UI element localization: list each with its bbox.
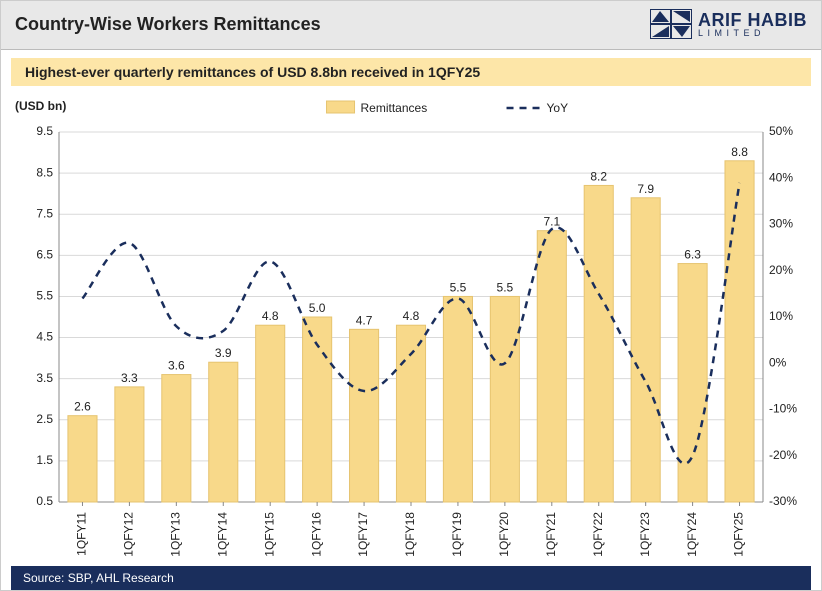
x-tick-label: 1QFY15 — [262, 512, 276, 557]
bar — [350, 329, 379, 502]
bar-value-label: 4.8 — [262, 309, 279, 323]
svg-text:-20%: -20% — [769, 448, 797, 462]
bar-value-label: 7.9 — [637, 182, 654, 196]
bar-value-label: 3.9 — [215, 346, 232, 360]
svg-text:0%: 0% — [769, 355, 787, 369]
bar — [725, 161, 754, 502]
svg-text:4.5: 4.5 — [36, 330, 53, 344]
bar-value-label: 2.6 — [74, 400, 91, 414]
brand-name: ARIF HABIB — [698, 11, 807, 29]
svg-text:5.5: 5.5 — [36, 289, 53, 303]
bar — [490, 296, 519, 502]
svg-text:-30%: -30% — [769, 494, 797, 508]
x-tick-label: 1QFY13 — [169, 512, 183, 557]
x-tick-label: 1QFY17 — [356, 512, 370, 557]
bar-value-label: 8.2 — [590, 169, 607, 183]
bar — [68, 416, 97, 502]
x-tick-label: 1QFY16 — [309, 512, 323, 557]
svg-text:1.5: 1.5 — [36, 453, 53, 467]
header-bar: Country-Wise Workers Remittances ARIF HA… — [1, 1, 821, 50]
bar — [256, 325, 285, 502]
svg-text:40%: 40% — [769, 170, 793, 184]
x-tick-label: 1QFY11 — [75, 512, 89, 556]
x-tick-label: 1QFY21 — [544, 512, 558, 557]
bar — [162, 375, 191, 502]
bar-value-label: 4.8 — [403, 309, 420, 323]
legend-bar-label: Remittances — [361, 101, 428, 115]
bar-value-label: 8.8 — [731, 145, 748, 159]
svg-text:2.5: 2.5 — [36, 412, 53, 426]
bar-value-label: 3.6 — [168, 359, 185, 373]
x-tick-label: 1QFY19 — [450, 512, 464, 557]
x-tick-label: 1QFY18 — [403, 512, 417, 557]
legend-swatch-bar — [327, 101, 355, 113]
svg-text:20%: 20% — [769, 263, 793, 277]
source-footer: Source: SBP, AHL Research — [11, 566, 811, 590]
x-tick-label: 1QFY12 — [122, 512, 136, 557]
x-tick-label: 1QFY24 — [685, 512, 699, 557]
bar-value-label: 6.3 — [684, 248, 701, 262]
bar — [396, 325, 425, 502]
brand-sub: LIMITED — [698, 29, 807, 38]
logo-icon — [650, 9, 692, 39]
bar-value-label: 5.5 — [450, 280, 467, 294]
subtitle-banner: Highest-ever quarterly remittances of US… — [11, 58, 811, 86]
svg-text:9.5: 9.5 — [36, 124, 53, 138]
svg-text:7.5: 7.5 — [36, 206, 53, 220]
svg-text:0.5: 0.5 — [36, 494, 53, 508]
x-tick-label: 1QFY14 — [215, 512, 229, 557]
bar — [631, 198, 660, 502]
bar-value-label: 4.7 — [356, 313, 373, 327]
bar-value-label: 5.5 — [497, 280, 514, 294]
bar — [537, 231, 566, 502]
svg-text:6.5: 6.5 — [36, 248, 53, 262]
bar — [678, 264, 707, 502]
bar — [209, 362, 238, 502]
unit-label: (USD bn) — [15, 99, 66, 113]
x-tick-label: 1QFY20 — [497, 512, 511, 557]
bar-value-label: 5.0 — [309, 301, 326, 315]
x-tick-label: 1QFY23 — [638, 512, 652, 557]
bar — [443, 296, 472, 502]
svg-text:8.5: 8.5 — [36, 165, 53, 179]
x-tick-label: 1QFY22 — [591, 512, 605, 557]
x-tick-label: 1QFY25 — [732, 512, 746, 557]
chart-area: 0.5 1.5 2.5 3.5 4.5 5.5 6.5 7.5 8.5 9.5 -30% -20% -1… — [1, 86, 821, 566]
svg-text:-10%: -10% — [769, 402, 797, 416]
svg-text:30%: 30% — [769, 217, 793, 231]
svg-text:50%: 50% — [769, 124, 793, 138]
page-title: Country-Wise Workers Remittances — [15, 14, 321, 35]
svg-text:3.5: 3.5 — [36, 371, 53, 385]
bar — [584, 185, 613, 502]
bar — [115, 387, 144, 502]
remittances-chart: 0.5 1.5 2.5 3.5 4.5 5.5 6.5 7.5 8.5 9.5 -30% -20% -1… — [11, 94, 811, 564]
legend-line-label: YoY — [547, 101, 569, 115]
svg-text:10%: 10% — [769, 309, 793, 323]
bar-value-label: 7.1 — [543, 215, 560, 229]
brand-logo: ARIF HABIB LIMITED — [650, 9, 807, 39]
bar-value-label: 3.3 — [121, 371, 138, 385]
